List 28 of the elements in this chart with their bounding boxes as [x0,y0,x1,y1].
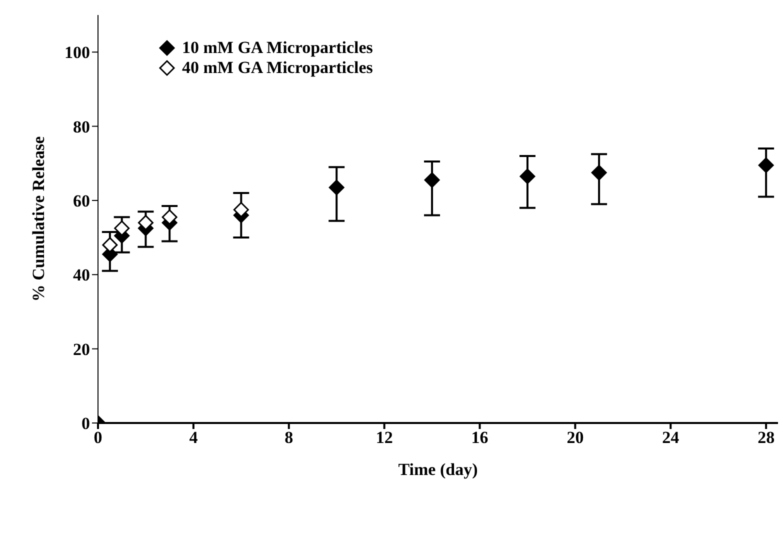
point [233,202,249,218]
y-tick-label: 80 [73,117,90,136]
y-tick-label: 20 [73,340,90,359]
point [138,214,154,230]
point [328,180,344,196]
x-axis-title: Time (day) [398,460,478,479]
point [114,220,130,236]
point [162,209,178,225]
y-tick-label: 60 [73,191,90,210]
y-axis-title: % Cumulative Release [29,136,48,302]
x-tick-label: 24 [662,428,680,448]
point [424,172,440,188]
legend-label: 40 mM GA Microparticles [182,58,373,78]
x-tick-label: 28 [758,428,775,448]
x-tick-label: 12 [376,428,393,448]
y-tick-label: 100 [64,43,90,62]
x-tick-label: 4 [189,428,198,448]
y-tick-label: 0 [82,414,90,434]
legend-label: 10 mM GA Microparticles [182,38,373,58]
point [520,168,536,184]
point [758,157,774,173]
x-tick-label: 20 [566,428,584,448]
x-tick-label: 16 [471,428,488,448]
x-tick-label: 8 [284,428,294,448]
y-tick-label: 40 [73,266,90,285]
point [591,164,607,180]
x-tick-label: 0 [94,428,102,448]
point [102,237,118,253]
